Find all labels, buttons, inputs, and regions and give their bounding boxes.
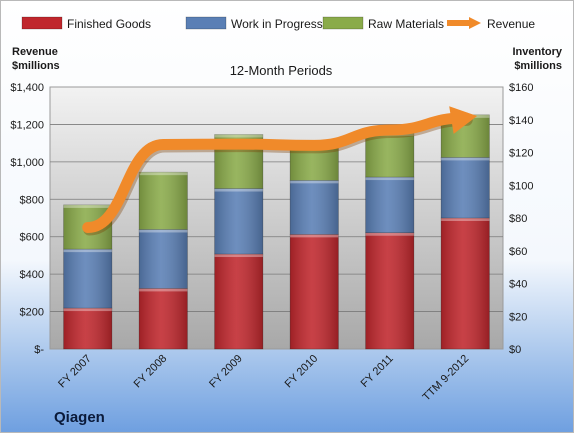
legend-label: Finished Goods [67,17,151,31]
y-left-title-line2: $millions [12,60,60,72]
bar-shading [365,132,414,178]
y-left-tick-label: $1,400 [10,82,44,94]
bar-highlight [365,232,414,236]
bar-shading [63,308,112,349]
y-right-tick-label: $120 [509,148,533,160]
legend-swatch [322,16,364,30]
y-left-tick-label: $400 [20,269,44,281]
revenue-line [82,112,471,234]
bar-shading [63,249,112,309]
y-right-tick-label: $20 [509,311,527,323]
legend-label: Raw Materials [368,17,444,31]
bar-shading [365,177,414,233]
y-left-tick-label: $- [34,344,44,356]
y-right-title-line2: $millions [514,60,562,72]
bar-shading [441,157,490,218]
y-left-tick-label: $1,200 [10,119,44,131]
y-left-title-line1: Revenue [12,46,58,58]
bar-highlight [139,229,188,233]
bar-shading [214,254,263,349]
plot-area [49,86,504,350]
y-left-tick-label: $1,000 [10,157,44,169]
y-right-tick-label: $0 [509,344,521,356]
bar-highlight [214,134,263,138]
legend-swatch-arrow [469,17,481,29]
bar-shading [214,188,263,255]
y-right-tick-label: $60 [509,246,527,258]
bar-highlight [63,249,112,253]
bar-highlight [214,188,263,192]
y-left-tick-label: $800 [20,194,44,206]
legend-swatch [21,16,63,30]
y-right-title-line1: Inventory [512,46,562,58]
bar-highlight [365,177,414,181]
bar-shading [139,288,188,349]
company-name: Qiagen [54,409,105,426]
bar-highlight [441,218,490,221]
bar-highlight [63,308,112,312]
bar-shading [139,229,188,289]
bar-highlight [290,234,339,238]
bar-highlight [139,288,188,292]
bar-highlight [63,204,112,208]
bar-shading [290,234,339,349]
legend-label: Work in Progress [231,17,323,31]
y-right-tick-label: $160 [509,82,533,94]
bar-shading [139,172,188,230]
y-right-tick-label: $140 [509,115,533,127]
bar-highlight [214,254,263,258]
bar-shading [441,218,490,349]
bar-highlight [139,172,188,176]
chart-subtitle: 12-Month Periods [230,63,333,78]
y-right-tick-label: $40 [509,279,527,291]
legend-swatch [185,16,227,30]
bar-highlight [441,157,490,161]
bar-shading [290,180,339,235]
bar-highlight [290,180,339,184]
y-left-tick-label: $600 [20,232,44,244]
legend-label: Revenue [487,17,535,31]
y-right-tick-label: $80 [509,213,527,225]
bar-shading [365,232,414,349]
revenue-arrow-head [449,106,478,134]
y-left-tick-label: $200 [20,307,44,319]
y-right-tick-label: $100 [509,180,533,192]
